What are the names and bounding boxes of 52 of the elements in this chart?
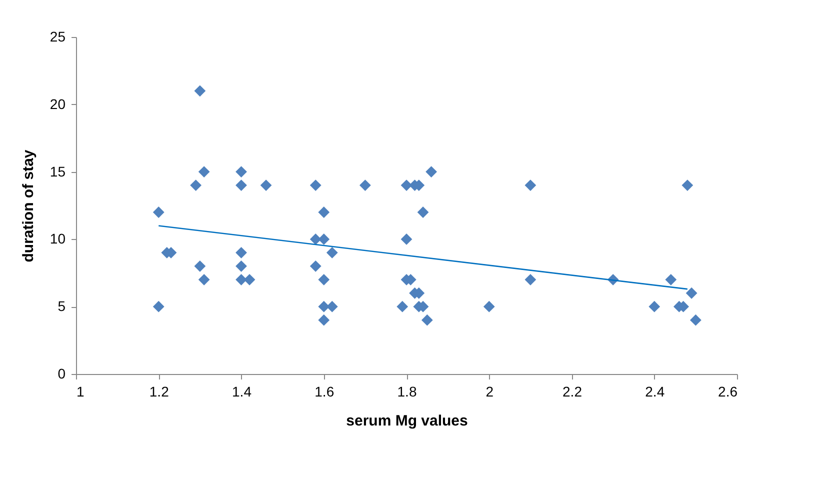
point <box>310 180 322 191</box>
point <box>194 260 206 272</box>
point <box>524 274 536 286</box>
x-tick-label: 1.4 <box>232 384 252 400</box>
point <box>359 180 371 191</box>
point <box>194 85 206 97</box>
point <box>190 180 202 191</box>
point <box>318 234 330 245</box>
x-tick-label: 2.6 <box>718 384 738 400</box>
x-tick-label: 2.4 <box>645 384 665 400</box>
x-tick-label: 2 <box>486 384 494 400</box>
point <box>648 300 660 312</box>
point <box>236 246 247 258</box>
point <box>236 260 247 272</box>
y-tick-label: 5 <box>58 298 66 314</box>
point <box>318 314 330 326</box>
point <box>421 314 433 326</box>
point <box>483 300 495 312</box>
point <box>318 206 330 218</box>
x-tick-label: 2.2 <box>562 384 582 400</box>
x-tick-label: 1 <box>76 384 84 400</box>
point <box>244 274 256 286</box>
point <box>396 300 408 312</box>
point <box>152 206 164 218</box>
point <box>326 246 338 258</box>
x-tick-label: 1.8 <box>397 384 417 400</box>
point <box>682 180 694 191</box>
y-tick-label: 20 <box>50 96 66 112</box>
point <box>152 300 164 312</box>
x-tick-label: 1.6 <box>314 384 334 400</box>
point <box>417 206 429 218</box>
point <box>318 274 330 286</box>
point <box>260 180 272 191</box>
y-tick-label: 15 <box>50 163 66 180</box>
point <box>236 180 247 191</box>
point <box>236 166 247 178</box>
point <box>690 314 702 326</box>
point <box>198 166 210 178</box>
y-tick-label: 10 <box>50 230 66 247</box>
point <box>524 180 536 191</box>
point <box>236 274 247 286</box>
point <box>426 166 437 178</box>
x-axis-title: serum Mg values <box>346 412 468 430</box>
point <box>400 234 412 245</box>
point <box>686 287 698 299</box>
point <box>665 274 677 286</box>
y-tick-label: 25 <box>50 28 66 44</box>
point <box>310 260 322 272</box>
y-axis-title: duration of stay <box>20 149 37 262</box>
point <box>198 274 210 286</box>
y-tick-label: 0 <box>58 366 66 382</box>
x-tick-label: 1.2 <box>149 384 170 400</box>
